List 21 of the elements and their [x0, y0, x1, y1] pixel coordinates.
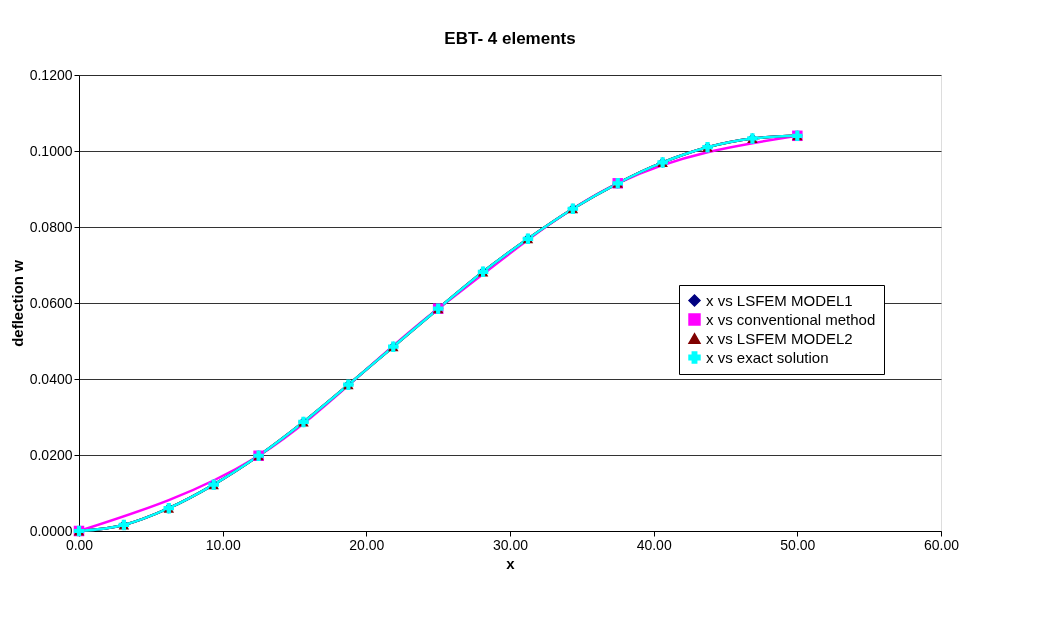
- x-axis-title: x: [506, 554, 516, 572]
- y-tick-label: 0.0800: [29, 218, 73, 235]
- chart-title: EBT- 4 elements: [444, 29, 576, 48]
- legend-label: x vs LSFEM MODEL2: [706, 329, 853, 347]
- x-tick-label: 0.00: [65, 536, 94, 553]
- x-tick-label: 50.00: [780, 536, 816, 553]
- x-tick-label: 60.00: [923, 536, 960, 553]
- y-tick-label: 0.0200: [29, 446, 73, 463]
- x-tick-label: 10.00: [205, 536, 241, 553]
- y-tick-label: 0.0000: [29, 522, 73, 539]
- y-tick-label: 0.0400: [29, 370, 73, 387]
- legend-label: x vs exact solution: [706, 348, 829, 366]
- x-tick-label: 30.00: [492, 536, 529, 553]
- x-tick-label: 40.00: [636, 536, 672, 553]
- legend-label: x vs LSFEM MODEL1: [706, 291, 853, 309]
- y-axis-title: deflection w: [8, 259, 26, 347]
- y-tick-label: 0.1000: [29, 142, 73, 159]
- y-tick-label: 0.0600: [29, 294, 73, 311]
- legend-label: x vs conventional method: [706, 310, 876, 328]
- y-tick-label: 0.1200: [29, 66, 73, 83]
- x-tick-label: 20.00: [349, 536, 385, 553]
